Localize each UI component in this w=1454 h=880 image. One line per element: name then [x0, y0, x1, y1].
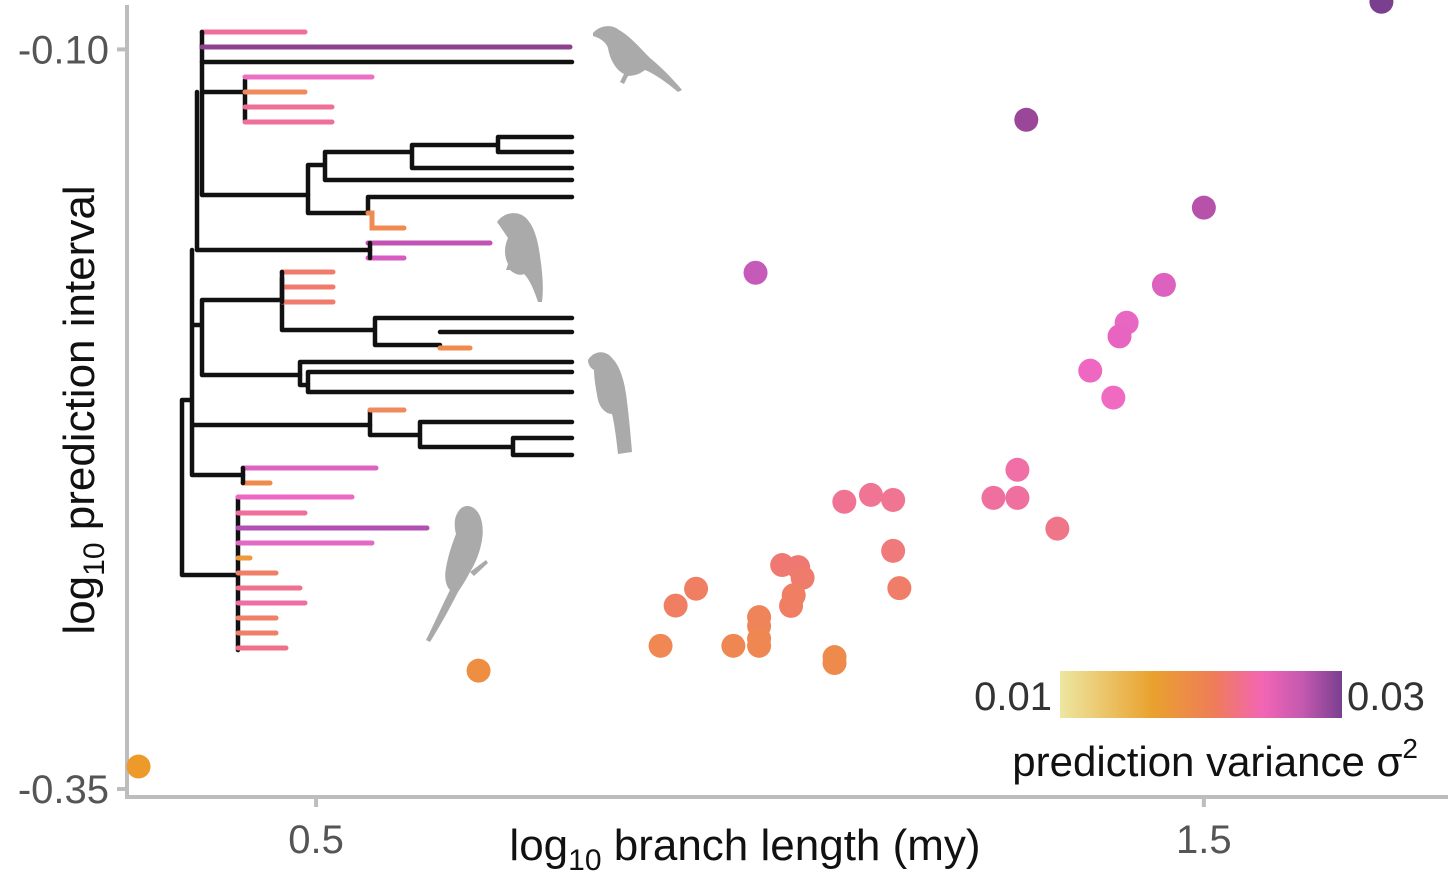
data-point — [648, 633, 673, 658]
data-point — [1005, 457, 1030, 482]
data-point — [1101, 385, 1126, 410]
phylogeny-tree — [179, 29, 575, 653]
data-point — [1078, 358, 1103, 383]
color-bar — [1060, 671, 1342, 718]
data-point — [721, 633, 746, 658]
y-axis-title: log10 prediction interval — [55, 185, 111, 634]
bird-icon — [593, 26, 682, 93]
data-point — [1014, 107, 1039, 132]
data-point — [887, 576, 912, 601]
cardinal-icon — [426, 506, 488, 642]
x-tick-label: 0.5 — [288, 818, 344, 862]
data-point — [881, 538, 906, 563]
data-point — [663, 593, 688, 618]
data-point — [1369, 0, 1394, 14]
data-point — [981, 485, 1006, 510]
data-point — [1151, 272, 1176, 297]
x-axis-title: log10 branch length (my) — [509, 821, 980, 877]
data-point — [466, 658, 491, 683]
data-point — [684, 576, 709, 601]
data-point — [822, 650, 847, 675]
tree-colored-tips — [199, 29, 573, 651]
data-point — [832, 489, 857, 514]
data-point — [881, 487, 906, 512]
woodpecker-icon — [497, 213, 543, 302]
legend-min-label: 0.01 — [974, 675, 1052, 719]
data-point — [779, 593, 804, 618]
legend-title: prediction variance σ2 — [1012, 733, 1418, 785]
x-tick-label: 1.5 — [1176, 818, 1232, 862]
data-point — [1107, 324, 1132, 349]
data-point — [858, 482, 883, 507]
y-tick-label: -0.10 — [18, 28, 109, 72]
data-point — [1045, 516, 1070, 541]
color-legend: 0.01 0.03 prediction variance σ2 — [974, 671, 1425, 785]
flycatcher-icon — [588, 352, 632, 454]
data-point — [1191, 195, 1216, 220]
data-points — [126, 0, 1394, 779]
data-point — [747, 633, 772, 658]
data-point — [1005, 485, 1030, 510]
tree-backbone — [179, 42, 575, 653]
data-point — [743, 260, 768, 285]
bird-silhouettes — [426, 26, 682, 642]
legend-max-label: 0.03 — [1347, 675, 1425, 719]
axes: 0.5 1.5 -0.10 -0.35 — [18, 5, 1448, 862]
ticks: 0.5 1.5 -0.10 -0.35 — [18, 28, 1232, 862]
data-point — [126, 754, 151, 779]
y-tick-label: -0.35 — [18, 768, 109, 812]
